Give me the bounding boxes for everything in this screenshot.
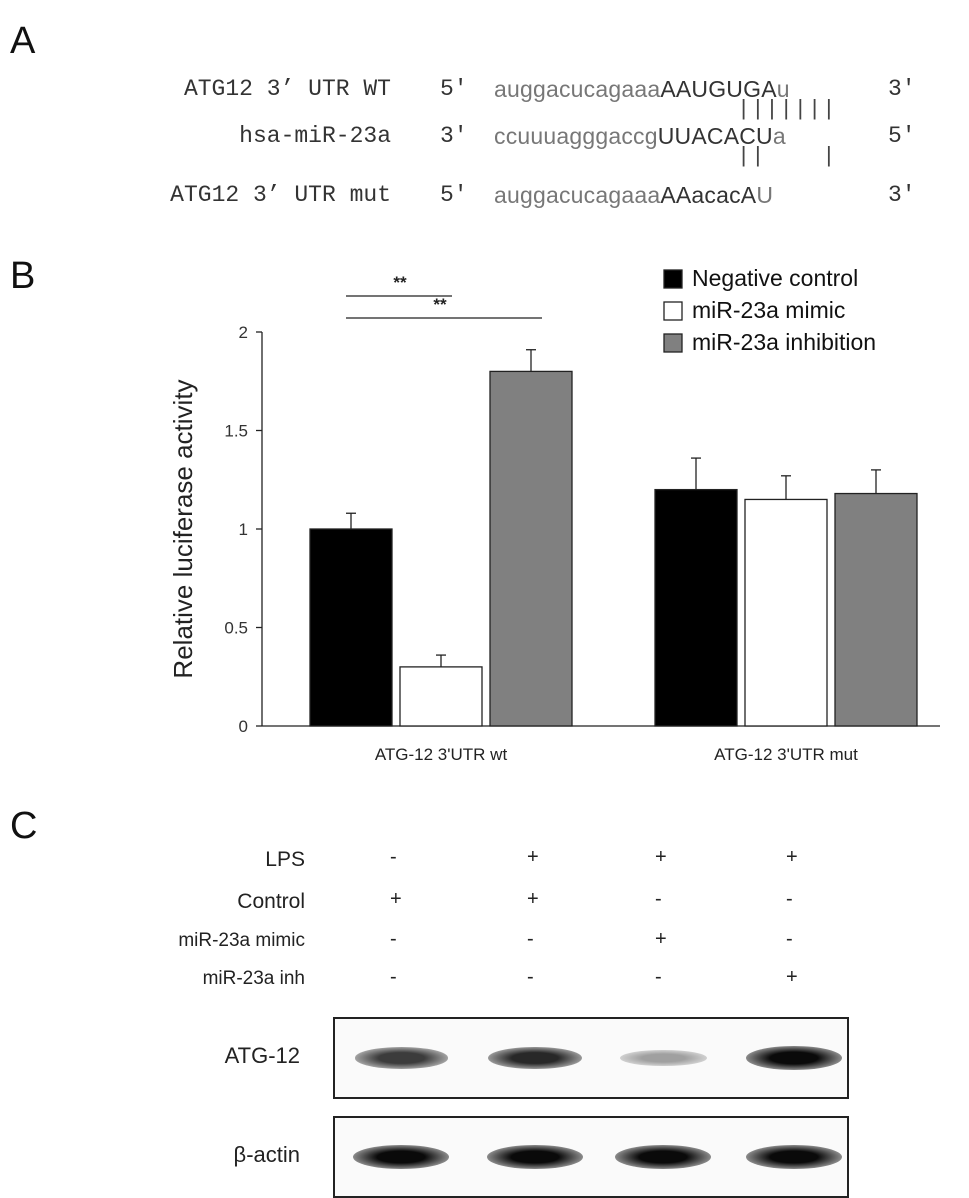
condition-sign: + xyxy=(527,888,539,910)
y-tick-label: 1 xyxy=(239,520,248,539)
blot-band xyxy=(619,1049,707,1067)
mut-seq-seed: AAacacA xyxy=(660,182,757,208)
y-axis-label: Relative luciferase activity xyxy=(168,379,198,678)
mirna-label: hsa-miR-23a xyxy=(239,123,391,149)
condition-sign: + xyxy=(786,846,798,868)
blot-strip xyxy=(333,1017,849,1099)
condition-label: miR-23a inh xyxy=(202,968,305,989)
condition-sign: - xyxy=(390,846,397,868)
condition-sign: - xyxy=(786,928,793,950)
mut-label: ATG12 3’ UTR mut xyxy=(170,182,391,208)
condition-sign: - xyxy=(527,966,534,988)
legend-swatch xyxy=(663,301,683,321)
blot-band xyxy=(353,1145,449,1169)
legend-label: miR-23a mimic xyxy=(692,297,845,323)
mirna-seq-lower: ccuuuagggaccg xyxy=(494,123,658,149)
blot-label: β-actin xyxy=(233,1142,300,1167)
condition-label: LPS xyxy=(265,848,305,871)
wt-seq-tail: u xyxy=(776,76,790,102)
bar xyxy=(399,666,483,727)
y-tick-label: 0.5 xyxy=(224,619,248,638)
condition-sign: - xyxy=(655,888,662,910)
condition-label: Control xyxy=(237,890,305,913)
mut-end5: 5' xyxy=(440,182,468,208)
blot-label: ATG-12 xyxy=(224,1043,300,1068)
wt-label: ATG12 3’ UTR WT xyxy=(183,76,391,102)
bar xyxy=(744,498,828,727)
blot-band xyxy=(615,1145,711,1169)
pairing-top: ||||||| xyxy=(737,97,837,122)
mut-seq-lower: auggacucagaaa xyxy=(494,182,661,208)
condition-sign: - xyxy=(655,966,662,988)
condition-label: miR-23a mimic xyxy=(178,930,305,951)
bar xyxy=(654,488,738,727)
legend-swatch xyxy=(663,269,683,289)
pairing-bottom: || | xyxy=(737,144,837,169)
legend-label: miR-23a inhibition xyxy=(692,329,876,355)
bar xyxy=(309,528,393,727)
blot-strip xyxy=(333,1116,849,1198)
blot-band xyxy=(487,1046,583,1070)
mirna-end3: 5' xyxy=(888,123,916,149)
panel-b-letter: B xyxy=(10,255,36,297)
wt-end3: 3' xyxy=(888,76,916,102)
blot-band xyxy=(487,1145,583,1169)
mirna-seq-seed: UUACACU xyxy=(657,123,773,149)
condition-sign: + xyxy=(527,846,539,868)
legend-swatch xyxy=(663,333,683,353)
condition-sign: - xyxy=(390,928,397,950)
bar xyxy=(489,370,573,727)
y-tick-label: 2 xyxy=(239,323,248,342)
condition-sign: + xyxy=(390,888,402,910)
condition-sign: - xyxy=(527,928,534,950)
x-category-label: ATG-12 3'UTR mut xyxy=(714,745,858,764)
panel-c-letter: C xyxy=(10,805,38,847)
mirna-seq-tail: a xyxy=(772,123,786,149)
significance-label: ** xyxy=(393,273,407,292)
mut-end3: 3' xyxy=(888,182,916,208)
bar xyxy=(834,492,918,727)
mut-sequence: auggacucagaaaAAacacAU xyxy=(494,182,773,209)
condition-sign: + xyxy=(786,966,798,988)
panel-a-letter: A xyxy=(10,20,36,62)
significance-label: ** xyxy=(433,295,447,314)
y-tick-label: 1.5 xyxy=(224,422,248,441)
y-tick-label: 0 xyxy=(239,717,248,736)
blot-band xyxy=(746,1046,842,1070)
blot-band xyxy=(354,1047,448,1069)
wt-seq-seed: AAUGUGA xyxy=(660,76,777,102)
mirna-end5: 3' xyxy=(440,123,468,149)
wt-end5: 5' xyxy=(440,76,468,102)
condition-sign: + xyxy=(655,846,667,868)
condition-sign: + xyxy=(655,928,667,950)
mut-seq-tail: U xyxy=(756,182,774,208)
mirna-sequence: ccuuuagggaccgUUACACUa xyxy=(494,123,786,150)
legend-label: Negative control xyxy=(692,265,858,291)
chart-canvas: 0 0.5 1 1.5 2 Relative luciferase activity ATG… xyxy=(168,265,940,764)
condition-sign: - xyxy=(786,888,793,910)
luciferase-bar-chart: 0 0.5 1 1.5 2 Relative luciferase activity ATG… xyxy=(0,250,969,780)
wt-seq-lower: auggacucagaaa xyxy=(494,76,661,102)
blot-band xyxy=(746,1145,842,1169)
x-category-label: ATG-12 3'UTR wt xyxy=(375,745,508,764)
wt-sequence: auggacucagaaaAAUGUGAu xyxy=(494,76,790,103)
condition-sign: - xyxy=(390,966,397,988)
